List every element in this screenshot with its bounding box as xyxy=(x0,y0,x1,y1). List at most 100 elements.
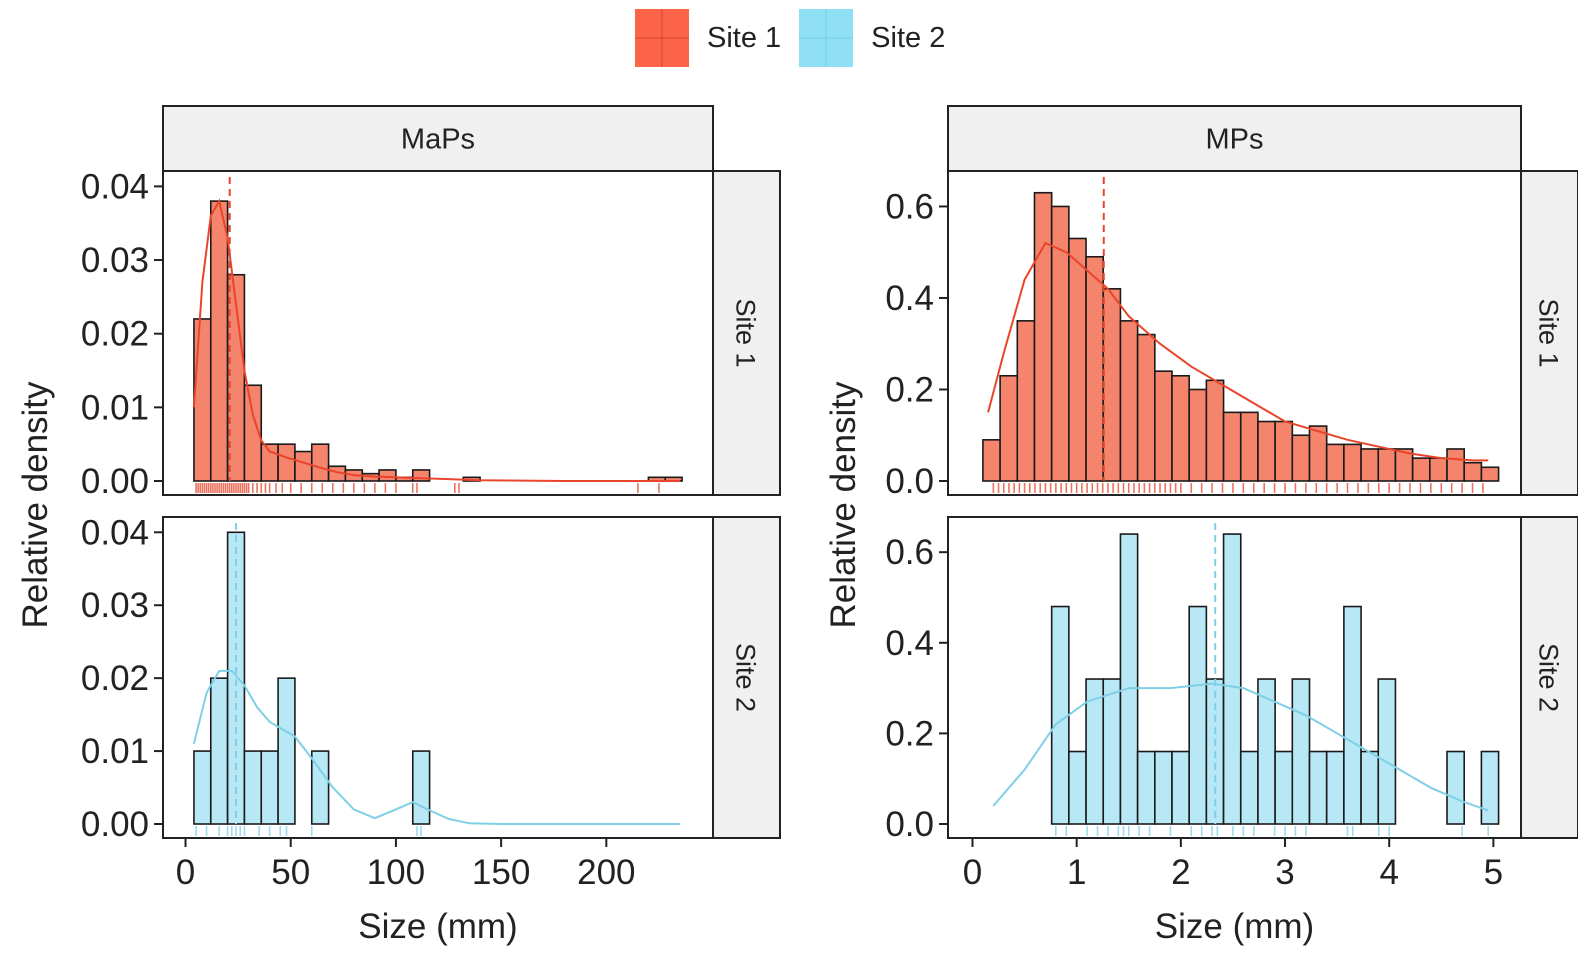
row-strip-maps-site2 xyxy=(712,516,781,839)
legend: Site 1 Site 2 xyxy=(635,8,949,68)
bar-mps-site2-17 xyxy=(1343,605,1362,825)
row-strip-label-mps-site2: Site 2 xyxy=(1534,643,1564,712)
y-tick-label-maps-site1-3: 0.03 xyxy=(81,241,149,280)
bar-mps-site1-25 xyxy=(1411,457,1431,482)
bar-maps-site2-7 xyxy=(310,750,330,825)
bar-mps-site1-14 xyxy=(1222,411,1242,482)
y-tick-label-maps-site2-0: 0.00 xyxy=(81,805,149,844)
bar-maps-site1-5 xyxy=(277,443,296,482)
y-tick-label-maps-site2-3: 0.03 xyxy=(81,586,149,625)
x-tick-label-maps-1: 50 xyxy=(271,853,310,892)
bar-mps-site1-21 xyxy=(1343,443,1362,482)
facet-strip-mps xyxy=(947,105,1522,172)
bar-mps-site2-15 xyxy=(1308,750,1328,825)
bar-mps-site1-16 xyxy=(1257,420,1276,482)
y-tick-label-maps-site2-4: 0.04 xyxy=(81,513,149,552)
x-tick-label-maps-4: 200 xyxy=(577,853,635,892)
row-strip-mps-site2 xyxy=(1520,516,1578,839)
density-curve-mps-site1 xyxy=(987,241,1489,462)
bar-mps-site2-7 xyxy=(1171,750,1190,825)
y-tick-label-maps-site1-4: 0.04 xyxy=(81,167,149,206)
x-tick-label-mps-5: 5 xyxy=(1484,853,1503,892)
x-tick-label-mps-0: 0 xyxy=(963,853,982,892)
bar-maps-site2-0 xyxy=(193,750,212,825)
bar-mps-site2-0 xyxy=(1050,605,1070,825)
x-axis-title-mps: Size (mm) xyxy=(1155,907,1314,946)
bar-mps-site2-14 xyxy=(1291,678,1311,825)
y-tick-label-maps-site1-1: 0.01 xyxy=(81,388,149,427)
bar-mps-site1-3 xyxy=(1033,191,1053,482)
x-tick-label-maps-2: 100 xyxy=(367,853,425,892)
bar-mps-site2-11 xyxy=(1239,750,1259,825)
bar-maps-site1-4 xyxy=(260,443,279,482)
x-axis-title-maps: Size (mm) xyxy=(358,907,517,946)
bar-mps-site1-28 xyxy=(1463,461,1483,482)
bar-mps-site1-11 xyxy=(1171,374,1190,482)
bar-mps-site2-13 xyxy=(1274,750,1294,825)
facet-label-mps: MPs xyxy=(1206,124,1264,156)
y-tick-label-mps-site1-2: 0.4 xyxy=(885,279,934,318)
legend-item-site-2[interactable]: Site 2 xyxy=(799,9,945,67)
bar-maps-site2-3 xyxy=(243,750,263,825)
y-tick-label-mps-site2-3: 0.6 xyxy=(885,533,934,572)
bar-mps-site2-23 xyxy=(1446,750,1466,825)
legend-label-site-1: Site 1 xyxy=(707,21,782,54)
y-tick-label-maps-site2-1: 0.01 xyxy=(81,732,149,771)
y-tick-label-mps-site1-0: 0.0 xyxy=(885,462,934,501)
x-tick-label-maps-3: 150 xyxy=(472,853,530,892)
y-tick-label-maps-site1-2: 0.02 xyxy=(81,315,149,354)
bar-mps-site1-7 xyxy=(1102,288,1122,482)
bar-mps-site1-23 xyxy=(1377,448,1397,482)
bar-mps-site1-15 xyxy=(1239,411,1259,482)
y-axis-title-maps: Relative density xyxy=(16,381,55,629)
facet-label-maps: MaPs xyxy=(401,124,475,156)
bar-mps-site1-26 xyxy=(1429,457,1448,482)
bar-mps-site2-16 xyxy=(1325,750,1345,825)
row-strip-label-maps-site2: Site 2 xyxy=(731,643,761,712)
bar-maps-site1-1 xyxy=(209,200,229,482)
bar-mps-site1-12 xyxy=(1188,388,1208,482)
bar-maps-site2-4 xyxy=(260,750,279,825)
row-strip-mps-site1 xyxy=(1520,170,1578,496)
bar-maps-site2-1 xyxy=(209,677,229,825)
y-tick-label-mps-site2-0: 0.0 xyxy=(885,805,934,844)
row-strip-label-mps-site1: Site 1 xyxy=(1534,298,1564,367)
density-curve-mps-site2 xyxy=(992,682,1489,812)
y-tick-label-mps-site1-3: 0.6 xyxy=(885,187,934,226)
row-strip-maps-site1 xyxy=(712,170,781,496)
bar-mps-site1-1 xyxy=(999,374,1019,482)
bar-mps-site2-5 xyxy=(1136,750,1156,825)
bar-mps-site1-22 xyxy=(1360,448,1380,482)
bar-mps-site1-8 xyxy=(1119,320,1139,482)
bar-mps-site1-5 xyxy=(1068,237,1087,482)
bar-maps-site1-7 xyxy=(310,443,330,482)
bar-mps-site1-18 xyxy=(1291,434,1311,482)
bar-mps-site2-4 xyxy=(1119,533,1139,825)
bar-maps-site1-0 xyxy=(193,318,212,482)
y-tick-label-mps-site2-1: 0.2 xyxy=(885,714,934,753)
bar-maps-site2-5 xyxy=(277,677,296,825)
bar-maps-site2-13 xyxy=(411,750,431,825)
y-tick-label-maps-site1-0: 0.00 xyxy=(81,462,149,501)
bar-mps-site1-2 xyxy=(1016,320,1036,482)
bar-mps-site1-6 xyxy=(1085,255,1105,482)
bar-mps-site2-1 xyxy=(1068,750,1087,825)
bar-mps-site2-3 xyxy=(1102,678,1122,825)
legend-item-site-1[interactable]: Site 1 xyxy=(635,9,781,67)
legend-key-site-1 xyxy=(635,9,689,67)
bar-mps-site2-8 xyxy=(1188,605,1208,825)
row-strip-label-maps-site1: Site 1 xyxy=(731,298,761,367)
x-tick-label-mps-4: 4 xyxy=(1379,853,1398,892)
bar-maps-site1-11 xyxy=(378,469,397,482)
y-tick-label-maps-site2-2: 0.02 xyxy=(81,659,149,698)
y-tick-label-mps-site1-1: 0.2 xyxy=(885,370,934,409)
x-tick-label-maps-0: 0 xyxy=(176,853,195,892)
density-curve-maps-site1 xyxy=(192,198,680,482)
x-tick-label-mps-2: 2 xyxy=(1171,853,1190,892)
y-axis-title-mps: Relative density xyxy=(824,381,863,629)
bar-mps-site2-6 xyxy=(1154,750,1173,825)
bar-mps-site2-19 xyxy=(1377,678,1397,825)
bar-mps-site1-27 xyxy=(1446,448,1466,482)
bar-mps-site1-13 xyxy=(1205,379,1225,482)
